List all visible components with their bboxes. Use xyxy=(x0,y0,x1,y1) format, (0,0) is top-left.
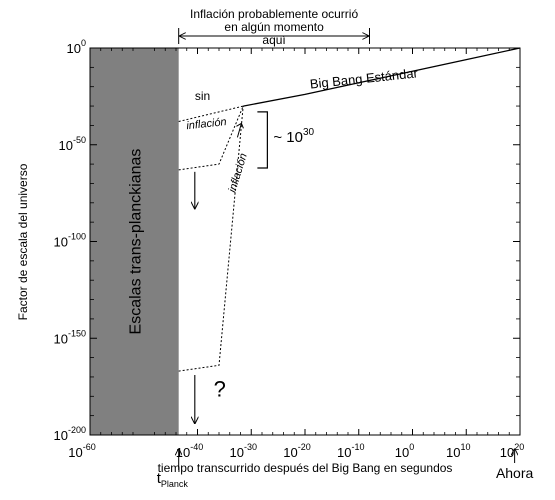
series-group xyxy=(178,47,521,372)
t-planck-label: tPlanck xyxy=(157,470,189,489)
y-tick-label: 10-200 xyxy=(54,425,86,443)
x-tick-label: 10-60 xyxy=(68,442,95,460)
series-line-2 xyxy=(178,105,244,171)
x-axis-ticks: 10-60 10-40 10-30 10-20 10-10 100 1010 1020 xyxy=(68,48,524,460)
y-tick-base: 10 xyxy=(59,138,73,153)
bracket-label-base: ~ 10 xyxy=(273,129,303,146)
t-planck-main: t xyxy=(157,470,162,487)
y-tick-exponent: -50 xyxy=(73,135,86,145)
magnitude-bracket-label: ~ 1030 xyxy=(273,127,314,146)
x-tick-exponent: -60 xyxy=(83,442,96,452)
x-tick-label: 100 xyxy=(395,442,414,460)
y-tick-label: 100 xyxy=(67,38,86,56)
y-tick-base: 10 xyxy=(67,41,81,56)
sin-label: sin xyxy=(195,89,210,103)
x-tick-exponent: 20 xyxy=(514,442,524,452)
x-tick-exponent: -10 xyxy=(351,442,364,452)
y-tick-base: 10 xyxy=(54,235,68,250)
inflacion-direction-arrow xyxy=(236,122,244,138)
x-tick-label: 1010 xyxy=(446,442,470,460)
x-tick-base: 10 xyxy=(337,445,351,460)
t-planck-subscript: Planck xyxy=(161,479,189,489)
y-tick-base: 10 xyxy=(54,331,68,346)
inflacion-label-rotated: inflación xyxy=(227,152,250,194)
question-mark: ? xyxy=(214,376,226,401)
bracket-label-exponent: 30 xyxy=(303,127,315,138)
x-tick-exponent: -20 xyxy=(298,442,311,452)
trans-planckian-region xyxy=(90,48,179,435)
magnitude-bracket xyxy=(257,111,268,169)
x-axis-title: tiempo transcurrido después del Big Bang… xyxy=(158,461,453,475)
x-tick-base: 10 xyxy=(283,445,297,460)
x-tick-label: 10-20 xyxy=(283,442,310,460)
x-tick-exponent: 0 xyxy=(409,442,414,452)
x-tick-exponent: -30 xyxy=(244,442,257,452)
y-tick-label: 10-150 xyxy=(54,328,86,346)
y-tick-exponent: -150 xyxy=(68,328,86,338)
trans-planckian-label: Escalas trans-planckianas xyxy=(127,149,144,335)
y-axis-title: Factor de escala del universo xyxy=(16,163,30,320)
y-tick-exponent: 0 xyxy=(81,38,86,48)
y-tick-base: 10 xyxy=(54,428,68,443)
top-annotation-line2: en algún momento xyxy=(224,20,324,34)
x-tick-base: 10 xyxy=(446,445,460,460)
x-tick-base: 10 xyxy=(68,445,82,460)
y-tick-exponent: -200 xyxy=(68,425,86,435)
y-tick-label: 10-100 xyxy=(54,232,86,250)
x-tick-base: 10 xyxy=(395,445,409,460)
x-tick-label: 10-30 xyxy=(230,442,257,460)
ahora-label: Ahora xyxy=(496,465,534,481)
x-tick-exponent: -40 xyxy=(190,442,203,452)
x-tick-label: 10-40 xyxy=(176,442,203,460)
x-tick-base: 10 xyxy=(176,445,190,460)
y-tick-label: 10-50 xyxy=(59,135,86,153)
x-tick-label: 10-10 xyxy=(337,442,364,460)
x-tick-base: 10 xyxy=(230,445,244,460)
x-tick-base: 10 xyxy=(500,445,514,460)
inflacion-label-upper: inflación xyxy=(186,116,227,132)
top-annotation-line1: Inflación probablemente ocurrió xyxy=(190,7,358,21)
x-tick-exponent: 10 xyxy=(460,442,470,452)
top-annotation-line3: aquí xyxy=(262,33,286,47)
series-line-1 xyxy=(178,105,244,122)
series-line-0 xyxy=(243,47,521,107)
series-line-3 xyxy=(178,106,244,372)
x-tick-label: 1020 xyxy=(500,442,524,460)
standard-big-bang-label: Big Bang Estándar xyxy=(309,65,419,91)
y-tick-exponent: -100 xyxy=(68,232,86,242)
